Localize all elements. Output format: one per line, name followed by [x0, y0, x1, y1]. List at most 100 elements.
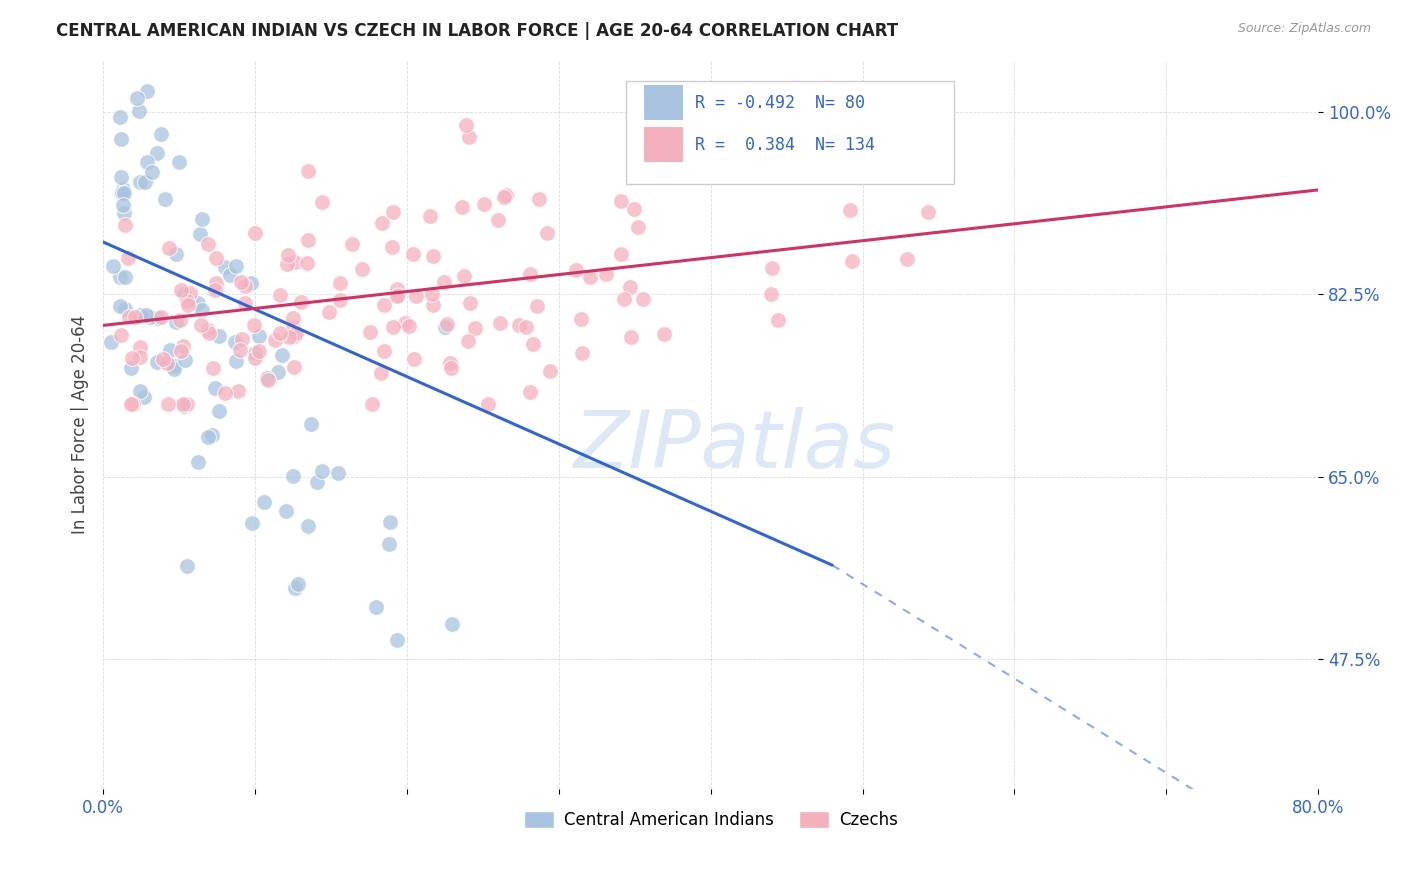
- Point: [538, 364, 561, 378]
- Point: [381, 240, 404, 254]
- Point: [519, 384, 541, 399]
- Point: [163, 359, 186, 373]
- Point: [373, 343, 395, 358]
- Point: [283, 360, 305, 375]
- Point: [224, 334, 246, 349]
- Point: [198, 326, 221, 340]
- Point: [311, 194, 333, 209]
- Point: [111, 186, 134, 200]
- Point: [111, 198, 134, 212]
- Point: [243, 318, 266, 332]
- Point: [256, 373, 278, 387]
- Point: [419, 209, 441, 223]
- Point: [287, 577, 309, 591]
- Point: [269, 326, 291, 340]
- Point: [515, 319, 537, 334]
- Point: [340, 236, 363, 251]
- Point: [451, 200, 474, 214]
- Point: [439, 356, 461, 370]
- Point: [387, 281, 409, 295]
- Point: [153, 193, 176, 207]
- Point: [253, 494, 276, 508]
- Point: [460, 296, 482, 310]
- Point: [464, 321, 486, 335]
- Text: ZIPatlas: ZIPatlas: [574, 408, 896, 485]
- Point: [620, 330, 643, 344]
- Point: [159, 343, 181, 358]
- Point: [204, 251, 226, 265]
- Text: R = -0.492  N= 80: R = -0.492 N= 80: [695, 94, 865, 112]
- Point: [281, 310, 304, 325]
- Point: [204, 283, 226, 297]
- Point: [329, 276, 352, 290]
- Point: [569, 311, 592, 326]
- Point: [536, 227, 558, 241]
- Point: [305, 475, 328, 489]
- Point: [627, 220, 650, 235]
- Point: [405, 289, 427, 303]
- Point: [124, 310, 146, 325]
- Point: [163, 362, 186, 376]
- Point: [652, 327, 675, 342]
- Point: [619, 280, 641, 294]
- Point: [170, 343, 193, 358]
- Point: [276, 257, 298, 271]
- Point: [225, 354, 247, 368]
- Point: [433, 320, 456, 334]
- Point: [398, 318, 420, 333]
- Point: [838, 203, 860, 218]
- Point: [169, 313, 191, 327]
- Point: [197, 323, 219, 337]
- Point: [204, 381, 226, 395]
- Point: [267, 365, 290, 379]
- Point: [145, 146, 167, 161]
- Point: [172, 339, 194, 353]
- Point: [360, 396, 382, 410]
- Point: [381, 320, 404, 334]
- Point: [129, 350, 152, 364]
- Point: [318, 304, 340, 318]
- Point: [176, 559, 198, 574]
- Point: [385, 633, 408, 648]
- Point: [243, 346, 266, 360]
- Point: [242, 516, 264, 531]
- Point: [225, 259, 247, 273]
- Point: [422, 298, 444, 312]
- Point: [420, 286, 443, 301]
- Point: [488, 316, 510, 330]
- Point: [526, 299, 548, 313]
- Point: [486, 213, 509, 227]
- Point: [522, 337, 544, 351]
- Point: [157, 396, 180, 410]
- Point: [233, 296, 256, 310]
- Point: [114, 269, 136, 284]
- Point: [149, 310, 172, 325]
- Point: [245, 226, 267, 240]
- Point: [226, 384, 249, 398]
- Point: [117, 251, 139, 265]
- Point: [202, 361, 225, 376]
- Point: [231, 332, 253, 346]
- Point: [173, 399, 195, 413]
- Point: [167, 154, 190, 169]
- Point: [370, 216, 392, 230]
- Point: [157, 242, 180, 256]
- Y-axis label: In Labor Force | Age 20-64: In Labor Force | Age 20-64: [72, 315, 89, 534]
- Point: [284, 255, 307, 269]
- Point: [208, 404, 231, 418]
- Point: [233, 278, 256, 293]
- Point: [373, 298, 395, 312]
- Point: [100, 334, 122, 349]
- Point: [201, 427, 224, 442]
- Point: [108, 269, 131, 284]
- Point: [299, 417, 322, 431]
- Point: [387, 287, 409, 301]
- Point: [277, 248, 299, 262]
- Point: [352, 262, 374, 277]
- Point: [112, 205, 135, 219]
- Point: [761, 260, 783, 275]
- Point: [205, 276, 228, 290]
- Point: [370, 366, 392, 380]
- Point: [402, 247, 425, 261]
- Point: [613, 292, 636, 306]
